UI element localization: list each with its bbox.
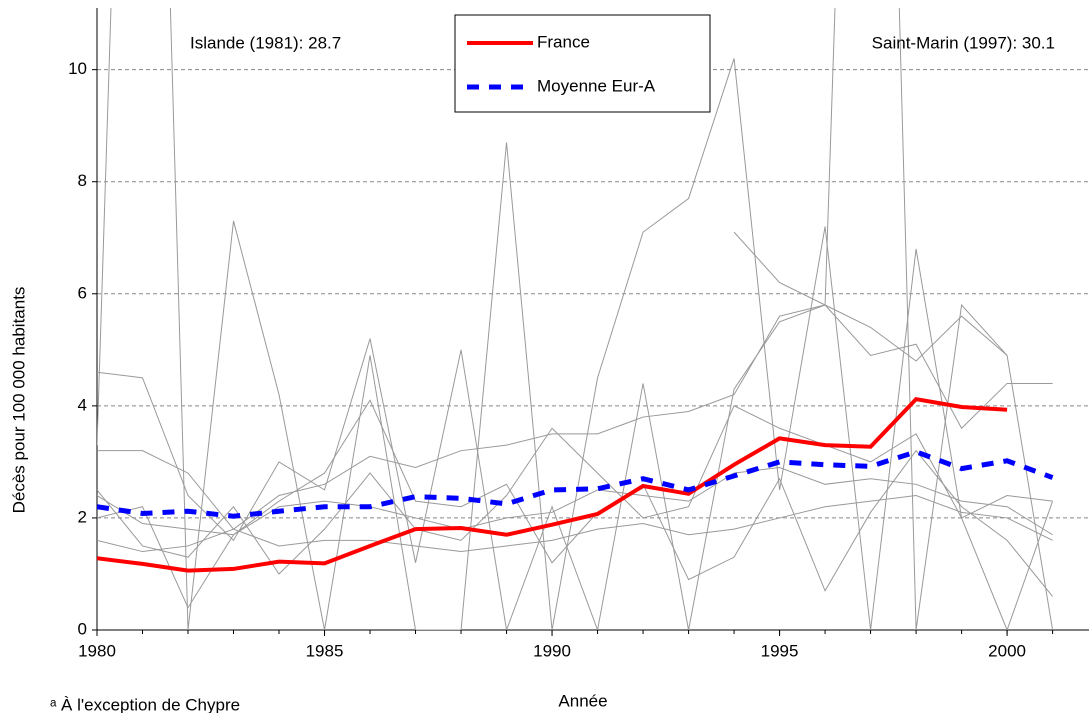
y-tick-label: 8 — [78, 171, 87, 190]
y-tick-label: 0 — [78, 619, 87, 638]
country-line — [97, 8, 1054, 630]
country-line — [733, 231, 1008, 362]
annotation: Islande (1981): 28.7 — [190, 33, 341, 52]
legend-label: Moyenne Eur-A — [537, 76, 656, 95]
legend-label: France — [537, 32, 590, 51]
series-line — [97, 396, 1008, 573]
x-tick-label: 2000 — [988, 641, 1026, 660]
y-axis-label: Décès pour 100 000 habitants — [9, 287, 28, 514]
y-tick-label: 4 — [78, 395, 87, 414]
country-line — [97, 405, 1053, 575]
x-tick-label: 1995 — [761, 641, 799, 660]
country-line — [97, 495, 1053, 553]
country-line — [97, 399, 1053, 609]
x-axis-label: Année — [558, 691, 607, 710]
series-line — [97, 449, 1054, 519]
x-tick-label: 1990 — [533, 641, 571, 660]
country-line — [97, 8, 1054, 630]
y-tick-label: 6 — [78, 283, 87, 302]
x-tick-label: 1985 — [306, 641, 344, 660]
country-line — [97, 304, 1053, 530]
annotation: Saint-Marin (1997): 30.1 — [872, 33, 1055, 52]
y-tick-label: 2 — [78, 507, 87, 526]
legend-box — [454, 14, 711, 113]
x-tick-label: 1980 — [78, 641, 116, 660]
y-tick-label: 10 — [68, 59, 87, 78]
plot — [97, 8, 1054, 630]
footnote: ᵃ À l'exception de Chypre — [50, 695, 240, 713]
